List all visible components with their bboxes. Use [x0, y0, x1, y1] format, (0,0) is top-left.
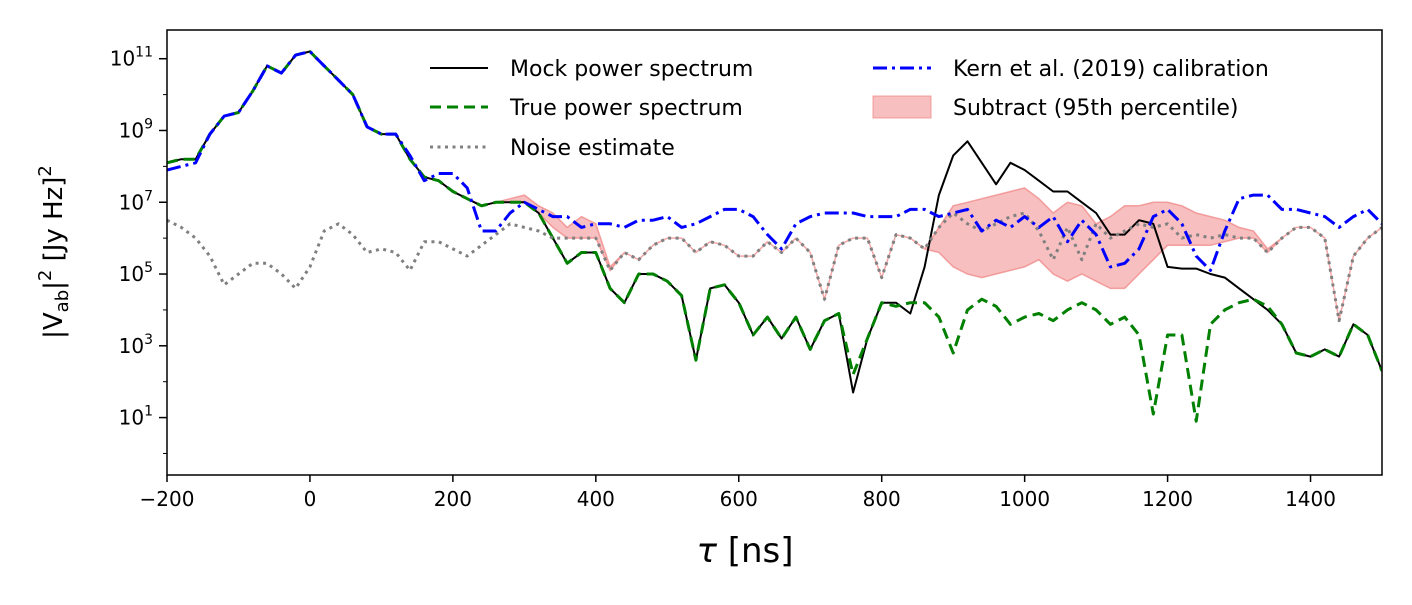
legend-label: Mock power spectrum [510, 57, 753, 82]
x-tick-label: 0 [304, 487, 317, 511]
plot-frame [166, 29, 1383, 476]
legend-label: True power spectrum [509, 96, 743, 121]
legend-label: Noise estimate [510, 136, 675, 161]
series-noise-estimate-line [167, 211, 1382, 323]
x-tick-label: 200 [434, 487, 472, 511]
legend: Mock power spectrum True power spectrum No… [430, 57, 1269, 161]
y-tick-label: 105 [119, 260, 153, 286]
legend-label: Subtract (95th percentile) [953, 96, 1238, 121]
x-tick-label: 1400 [1285, 487, 1336, 511]
y-tick-label: 1011 [110, 45, 153, 71]
x-tick-label: 600 [720, 487, 758, 511]
x-tick-label: 800 [863, 487, 901, 511]
legend-label: Kern et al. (2019) calibration [953, 57, 1269, 82]
x-tick-label: 400 [577, 487, 615, 511]
x-tick-label: −200 [140, 487, 195, 511]
series-true-power-spectrum-line [167, 50, 1382, 423]
x-axis-label: τ [ns] [696, 531, 793, 571]
legend-band-swatch [872, 95, 932, 119]
x-tick-label: 1000 [999, 487, 1050, 511]
series-kern-et-al-2019-calibration-line [167, 50, 1382, 272]
y-axis-label: |Vab|2 [Jy Hz]2 [35, 165, 73, 339]
y-tick-label: 107 [119, 188, 153, 214]
y-tick-label: 103 [119, 332, 153, 358]
y-tick-label: 109 [119, 116, 153, 142]
y-tick-label: 101 [119, 404, 153, 430]
x-tick-label: 1200 [1142, 487, 1193, 511]
